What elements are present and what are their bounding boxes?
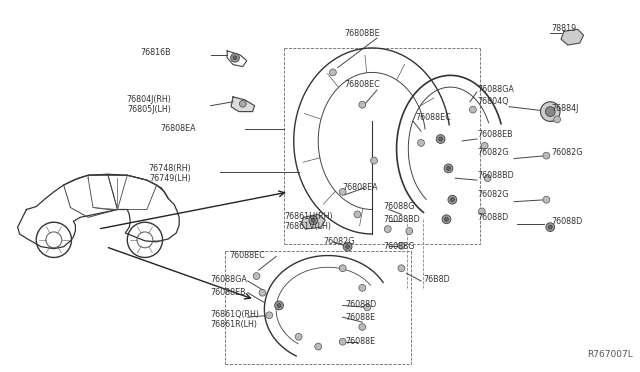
Circle shape [275, 301, 284, 310]
Circle shape [259, 289, 266, 296]
Text: 76805J(LH): 76805J(LH) [127, 105, 172, 114]
Text: 76816B: 76816B [141, 48, 172, 57]
Circle shape [253, 273, 260, 279]
Text: 76088EB: 76088EB [478, 129, 513, 139]
Circle shape [543, 196, 550, 203]
Text: 76861V(LH): 76861V(LH) [284, 222, 331, 231]
Text: 76088EC: 76088EC [415, 113, 451, 122]
Circle shape [541, 102, 560, 121]
Circle shape [398, 265, 405, 272]
Text: 76748(RH): 76748(RH) [148, 164, 191, 173]
Circle shape [364, 304, 371, 311]
Circle shape [295, 333, 302, 340]
Circle shape [346, 245, 349, 249]
Circle shape [343, 242, 352, 251]
Polygon shape [231, 97, 255, 112]
Text: 76082G: 76082G [323, 237, 355, 246]
Text: 76808EA: 76808EA [342, 183, 378, 192]
Circle shape [230, 53, 239, 62]
Circle shape [554, 116, 561, 123]
Circle shape [418, 140, 424, 146]
Circle shape [548, 225, 552, 229]
Polygon shape [301, 214, 325, 229]
Circle shape [398, 242, 405, 249]
Circle shape [451, 198, 454, 202]
Text: 76808EC: 76808EC [345, 80, 380, 89]
Circle shape [359, 101, 365, 108]
Circle shape [445, 217, 449, 221]
Text: 76884J: 76884J [551, 104, 579, 113]
Polygon shape [561, 29, 584, 45]
Text: 76808EA: 76808EA [160, 124, 196, 133]
Text: 76804Q: 76804Q [478, 97, 509, 106]
Text: 76861U(RH): 76861U(RH) [284, 212, 333, 221]
Text: 76088BD: 76088BD [478, 171, 515, 180]
Circle shape [277, 304, 281, 307]
Text: 76088EB: 76088EB [211, 288, 246, 297]
Circle shape [266, 312, 273, 319]
Circle shape [543, 152, 550, 159]
Circle shape [478, 208, 485, 215]
Text: 76082G: 76082G [478, 190, 509, 199]
Circle shape [444, 164, 453, 173]
Text: 76088D: 76088D [346, 300, 377, 309]
Text: 78819: 78819 [551, 24, 577, 33]
Circle shape [354, 211, 361, 218]
Text: 76804J(RH): 76804J(RH) [127, 95, 172, 104]
Text: 76088BD: 76088BD [384, 215, 420, 224]
Text: 76082G: 76082G [551, 148, 583, 157]
Text: 76088D: 76088D [551, 217, 582, 226]
Circle shape [442, 215, 451, 224]
Circle shape [436, 135, 445, 144]
Circle shape [330, 69, 337, 76]
Text: 76088E: 76088E [346, 337, 376, 346]
Text: 76088GA: 76088GA [478, 84, 515, 94]
Text: 76808BE: 76808BE [345, 29, 380, 38]
Text: 76082G: 76082G [478, 148, 509, 157]
Circle shape [359, 324, 365, 330]
Circle shape [315, 343, 322, 350]
Circle shape [546, 223, 555, 231]
Circle shape [339, 189, 346, 195]
Circle shape [447, 166, 451, 170]
Circle shape [438, 137, 443, 141]
Circle shape [339, 338, 346, 345]
Text: 76088G: 76088G [384, 202, 415, 211]
Circle shape [470, 106, 476, 113]
Circle shape [233, 56, 237, 60]
Circle shape [309, 216, 317, 225]
Text: 76861R(LH): 76861R(LH) [211, 320, 257, 328]
Text: 76088GA: 76088GA [211, 276, 248, 285]
Circle shape [384, 226, 391, 232]
Text: 76088G: 76088G [384, 242, 415, 251]
Text: 76B8D: 76B8D [423, 276, 450, 285]
Text: 76088EC: 76088EC [229, 251, 265, 260]
Circle shape [239, 100, 246, 107]
Circle shape [311, 218, 316, 222]
Circle shape [481, 142, 488, 149]
Circle shape [406, 228, 413, 234]
Text: R767007L: R767007L [588, 350, 633, 359]
Circle shape [371, 157, 378, 164]
Text: 76088E: 76088E [346, 313, 376, 322]
Text: 76861Q(RH): 76861Q(RH) [211, 310, 259, 319]
Circle shape [448, 195, 457, 204]
Text: 76088D: 76088D [478, 213, 509, 222]
Circle shape [484, 175, 491, 182]
Circle shape [359, 285, 365, 291]
Circle shape [545, 107, 555, 116]
Text: 76749(LH): 76749(LH) [149, 174, 191, 183]
Circle shape [339, 265, 346, 272]
